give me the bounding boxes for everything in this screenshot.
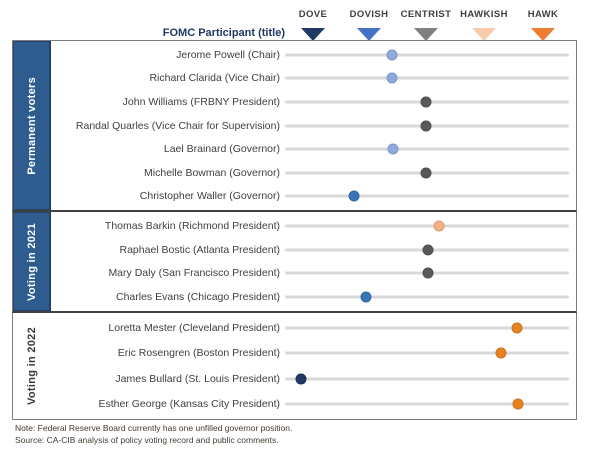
section-permanent-voters: Permanent voters Jerome Powell (Chair) R… bbox=[12, 40, 577, 212]
spectrum-track bbox=[285, 143, 569, 156]
footnotes: Note: Federal Reserve Board currently ha… bbox=[15, 423, 292, 447]
stance-dot bbox=[512, 398, 524, 410]
section-label-strip: Permanent voters bbox=[13, 41, 51, 210]
legend-label-centrist: CENTRIST bbox=[400, 9, 452, 20]
participant-row: Richard Clarida (Vice Chair) bbox=[51, 67, 576, 91]
participant-name: Lael Brainard (Governor) bbox=[163, 143, 280, 156]
participant-row: Lael Brainard (Governor) bbox=[51, 137, 576, 161]
section-label: Voting in 2022 bbox=[26, 327, 38, 405]
participant-row: James Bullard (St. Louis President) bbox=[51, 366, 576, 392]
spectrum-track bbox=[285, 267, 569, 280]
stance-dot bbox=[420, 167, 432, 179]
legend-label-dovish: DOVISH bbox=[349, 9, 389, 20]
stance-dot bbox=[495, 347, 507, 359]
participant-row: Loretta Mester (Cleveland President) bbox=[51, 315, 576, 341]
participant-row: John Williams (FRBNY President) bbox=[51, 90, 576, 114]
participant-name: Loretta Mester (Cleveland President) bbox=[108, 321, 280, 334]
note-text: Note: Federal Reserve Board currently ha… bbox=[15, 423, 293, 433]
stance-dot bbox=[420, 96, 432, 108]
participant-row: Michelle Bowman (Governor) bbox=[51, 161, 576, 185]
participant-name: Jerome Powell (Chair) bbox=[176, 48, 280, 61]
stance-dot bbox=[433, 220, 445, 232]
spectrum-track bbox=[285, 398, 569, 411]
stance-dot bbox=[348, 190, 360, 202]
hawkish-triangle-icon bbox=[472, 28, 496, 41]
participant-name: Esther George (Kansas City President) bbox=[98, 398, 281, 411]
participant-column-header: FOMC Participant (title) bbox=[162, 27, 285, 39]
legend-label-hawk: HAWK bbox=[527, 9, 559, 20]
stance-dot bbox=[422, 267, 434, 279]
stance-dot bbox=[386, 72, 397, 84]
stance-dot bbox=[387, 143, 399, 155]
participant-name: James Bullard (St. Louis President) bbox=[115, 372, 280, 385]
section-label: Permanent voters bbox=[25, 76, 38, 175]
participant-row: Esther George (Kansas City President) bbox=[51, 392, 576, 418]
participant-row: Charles Evans (Chicago President) bbox=[51, 285, 576, 309]
spectrum-track bbox=[285, 291, 569, 304]
participant-name: Michelle Bowman (Governor) bbox=[144, 166, 280, 179]
dovish-triangle-icon bbox=[357, 28, 381, 41]
dove-triangle-icon bbox=[301, 28, 325, 41]
spectrum-track bbox=[285, 48, 569, 61]
spectrum-track bbox=[285, 321, 569, 334]
participant-row: Eric Rosengren (Boston President) bbox=[51, 341, 576, 367]
spectrum-track bbox=[285, 372, 569, 385]
centrist-triangle-icon bbox=[414, 28, 438, 41]
section-voting-2022: Voting in 2022 Loretta Mester (Cleveland… bbox=[12, 313, 577, 420]
section-rows: Thomas Barkin (Richmond President) Rapha… bbox=[51, 212, 576, 311]
participant-row: Randal Quarles (Vice Chair for Supervisi… bbox=[51, 114, 576, 138]
section-voting-2021: Voting in 2021 Thomas Barkin (Richmond P… bbox=[12, 212, 577, 313]
participant-row: Mary Daly (San Francisco President) bbox=[51, 262, 576, 286]
participant-name: Christopher Waller (Governor) bbox=[139, 190, 280, 203]
participant-name: Richard Clarida (Vice Chair) bbox=[149, 72, 280, 85]
spectrum-track bbox=[285, 95, 569, 108]
stance-dot bbox=[386, 49, 397, 61]
spectrum-track bbox=[285, 219, 569, 232]
legend-label-hawkish: HAWKISH bbox=[460, 9, 508, 20]
section-rows: Loretta Mester (Cleveland President) Eri… bbox=[51, 313, 576, 419]
spectrum-track bbox=[285, 190, 569, 203]
participant-row: Christopher Waller (Governor) bbox=[51, 184, 576, 208]
section-label: Voting in 2021 bbox=[25, 222, 38, 301]
stance-dot bbox=[422, 244, 434, 256]
stance-dot bbox=[295, 373, 307, 385]
participant-row: Thomas Barkin (Richmond President) bbox=[51, 214, 576, 238]
participant-name: Mary Daly (San Francisco President) bbox=[108, 267, 280, 280]
spectrum-track bbox=[285, 119, 569, 132]
section-rows: Jerome Powell (Chair) Richard Clarida (V… bbox=[51, 41, 576, 210]
participant-name: Eric Rosengren (Boston President) bbox=[117, 347, 280, 360]
legend-label-dove: DOVE bbox=[298, 9, 328, 20]
source-text: Source: CA-CIB analysis of policy voting… bbox=[15, 434, 279, 445]
participant-row: Raphael Bostic (Atlanta President) bbox=[51, 238, 576, 262]
participant-name: Thomas Barkin (Richmond President) bbox=[104, 219, 280, 232]
section-label-strip: Voting in 2021 bbox=[13, 212, 51, 311]
spectrum-track bbox=[285, 347, 569, 360]
participant-name: Charles Evans (Chicago President) bbox=[116, 291, 280, 304]
section-label-strip: Voting in 2022 bbox=[13, 313, 51, 419]
stance-dot bbox=[360, 291, 372, 303]
spectrum-track bbox=[285, 243, 569, 256]
participant-name: Raphael Bostic (Atlanta President) bbox=[119, 243, 281, 256]
spectrum-track bbox=[285, 166, 569, 179]
spectrum-track bbox=[285, 72, 569, 85]
participant-name: John Williams (FRBNY President) bbox=[122, 95, 280, 108]
stance-dot bbox=[420, 120, 432, 132]
stance-dot bbox=[511, 322, 523, 334]
participant-row: Jerome Powell (Chair) bbox=[51, 43, 576, 67]
participant-name: Randal Quarles (Vice Chair for Supervisi… bbox=[75, 119, 280, 132]
hawk-triangle-icon bbox=[531, 28, 555, 41]
